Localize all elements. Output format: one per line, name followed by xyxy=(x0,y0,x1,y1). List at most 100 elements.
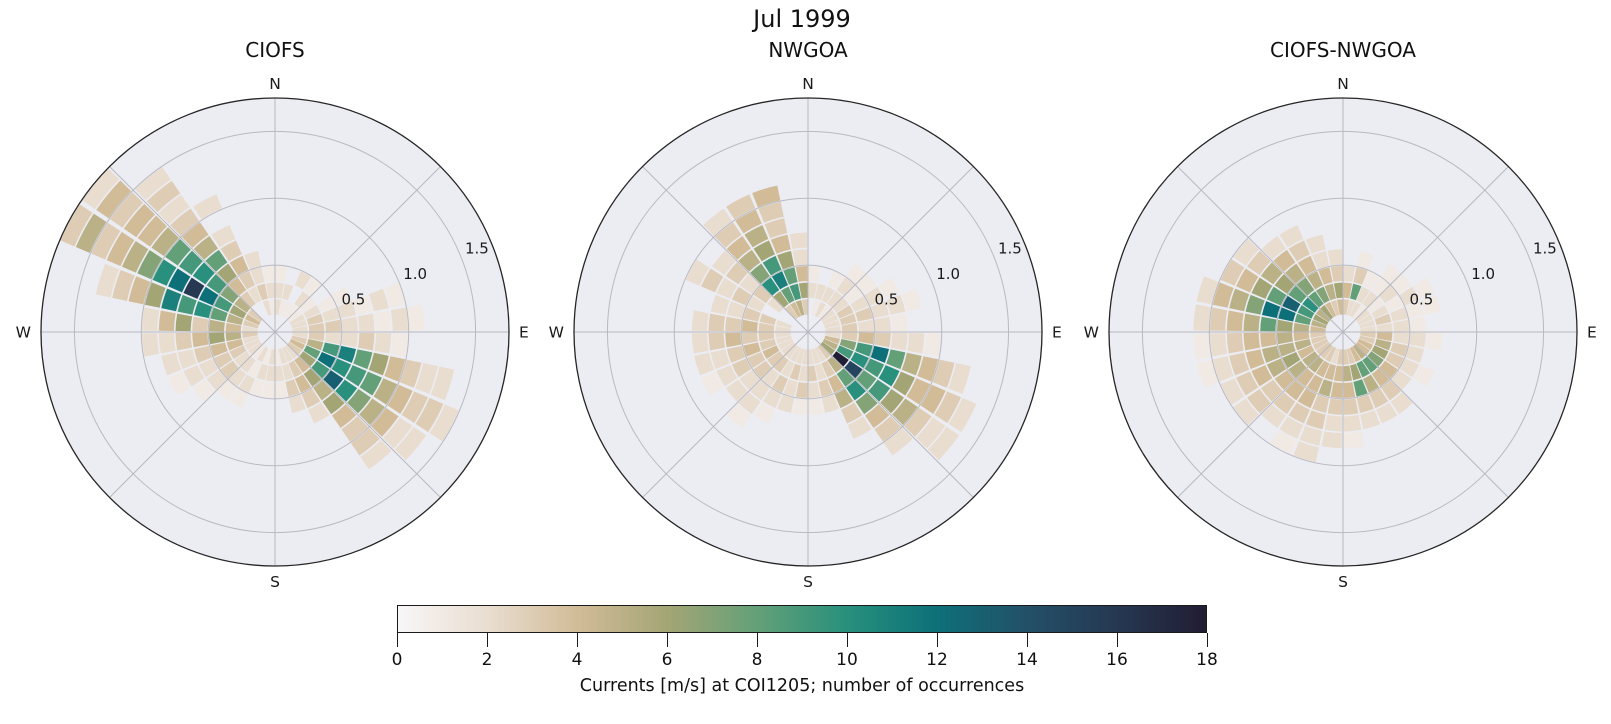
colorbar-tick-label: 14 xyxy=(1016,650,1038,670)
histogram-cell xyxy=(836,277,855,296)
histogram-cell xyxy=(390,333,408,357)
histogram-cell xyxy=(846,263,866,284)
polar-plot-ciofs-nwgoa: N E S W 0.5 1.0 1.5 xyxy=(1084,75,1597,591)
histogram-cell xyxy=(1356,286,1370,304)
histogram-cell xyxy=(210,342,228,357)
histogram-cell xyxy=(890,332,908,351)
histogram-cell xyxy=(841,332,858,342)
histogram-cell xyxy=(208,332,225,345)
histogram-cell xyxy=(808,365,818,382)
histogram-cell xyxy=(238,374,256,393)
histogram-cell xyxy=(744,225,769,248)
histogram-cell xyxy=(228,368,247,387)
histogram-cell xyxy=(832,297,849,313)
histogram-cell xyxy=(847,416,872,439)
histogram-cell xyxy=(265,282,275,299)
histogram-cell xyxy=(1352,344,1366,359)
histogram-cell xyxy=(920,384,946,414)
polar-spine xyxy=(40,97,510,567)
histogram-cell xyxy=(691,310,709,331)
histogram-cell xyxy=(827,271,845,290)
histogram-cell xyxy=(1318,267,1333,285)
histogram-cell xyxy=(753,360,772,379)
histogram-cell xyxy=(1243,332,1261,351)
histogram-cell xyxy=(777,338,794,350)
histogram-cell xyxy=(1293,441,1319,463)
histogram-cell xyxy=(1356,250,1374,270)
histogram-cell xyxy=(1367,297,1384,313)
histogram-cell xyxy=(287,341,302,355)
histogram-cell xyxy=(1360,332,1376,339)
histogram-cell xyxy=(1311,335,1327,345)
histogram-cell xyxy=(775,325,791,332)
histogram-cell xyxy=(1282,351,1301,369)
histogram-cell xyxy=(814,301,826,318)
histogram-cell xyxy=(192,332,209,348)
histogram-cell xyxy=(858,332,875,345)
histogram-cell xyxy=(1356,394,1374,414)
histogram-cell xyxy=(762,255,782,276)
histogram-cell xyxy=(347,389,371,414)
histogram-cell xyxy=(242,325,258,332)
histogram-cell xyxy=(801,299,808,315)
angular-gridline xyxy=(109,166,276,333)
histogram-cell xyxy=(703,208,733,236)
colorbar-tick xyxy=(487,633,488,647)
histogram-cell xyxy=(407,304,425,331)
colorbar-tick-label: 12 xyxy=(926,650,948,670)
histogram-cell xyxy=(758,322,775,332)
direction-label-s: S xyxy=(803,573,813,591)
histogram-cell xyxy=(291,319,307,329)
histogram-cell xyxy=(1236,268,1259,293)
histogram-cell xyxy=(726,404,751,428)
histogram-cell xyxy=(268,299,275,315)
histogram-cell xyxy=(1362,374,1380,393)
histogram-cell xyxy=(777,394,795,414)
angular-gridline xyxy=(109,331,276,498)
histogram-cell xyxy=(1327,398,1343,415)
direction-label-n: N xyxy=(1337,75,1349,93)
histogram-cell xyxy=(1356,360,1370,378)
histogram-cell xyxy=(725,379,748,402)
histogram-cell xyxy=(1425,332,1443,351)
histogram-cell xyxy=(1299,425,1323,446)
colorbar-tick xyxy=(1027,633,1028,647)
histogram-cell xyxy=(795,300,805,316)
histogram-cell xyxy=(208,319,225,332)
histogram-cell xyxy=(144,282,166,308)
histogram-cell xyxy=(781,360,795,378)
histogram-cell xyxy=(288,394,306,414)
histogram-cell xyxy=(350,428,380,456)
histogram-cell xyxy=(1421,294,1441,315)
histogram-cell xyxy=(226,339,244,351)
colorbar-tick-label: 10 xyxy=(836,650,858,670)
histogram-cell xyxy=(1343,349,1350,365)
histogram-cell xyxy=(691,333,709,354)
histogram-cell xyxy=(1349,301,1361,318)
histogram-cell xyxy=(1390,392,1413,415)
colorbar-gradient xyxy=(397,605,1207,633)
histogram-cell xyxy=(353,349,373,370)
histogram-cell xyxy=(775,332,791,339)
histogram-cell xyxy=(1333,365,1343,382)
histogram-cell xyxy=(1260,379,1283,402)
histogram-cell xyxy=(808,398,824,415)
histogram-cell xyxy=(892,371,915,396)
histogram-cell xyxy=(773,356,789,373)
direction-label-e: E xyxy=(519,324,529,342)
angular-gridline xyxy=(1342,166,1509,333)
histogram-cell xyxy=(1343,414,1362,432)
histogram-cell xyxy=(725,262,748,285)
histogram-cell xyxy=(175,313,193,332)
histogram-cell xyxy=(1405,345,1425,363)
histogram-cell xyxy=(252,344,266,359)
histogram-cell xyxy=(856,370,877,390)
histogram-cell xyxy=(792,249,808,266)
histogram-cell xyxy=(1360,410,1381,430)
histogram-cell xyxy=(906,378,931,405)
histogram-cell xyxy=(1353,379,1368,397)
histogram-cell xyxy=(335,379,358,402)
histogram-cell xyxy=(91,222,121,260)
histogram-cell xyxy=(229,305,247,319)
histogram-cell xyxy=(850,351,869,369)
